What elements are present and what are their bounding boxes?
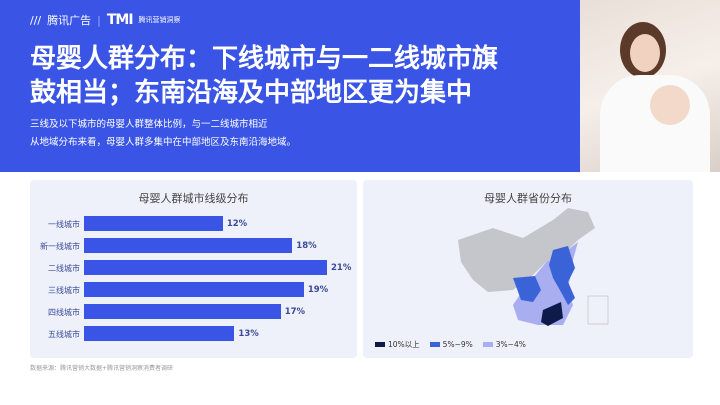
- title-line: 鼓相当；东南沿海及中部地区更为集中: [30, 78, 473, 108]
- legend-swatch: [482, 342, 493, 347]
- legend-swatch: [429, 342, 440, 347]
- category-label: 五线城市: [48, 330, 80, 339]
- logo-tmi-sub: 腾讯营销洞察: [138, 16, 181, 24]
- data-source: 数据来源：腾讯营销大数据+腾讯营销洞察消费者调研: [30, 365, 174, 372]
- desc-line: 三线及以下城市的母婴人群整体比例，与一二线城市相近: [30, 119, 268, 130]
- china-map: [458, 208, 609, 326]
- value-label: 13%: [238, 329, 259, 339]
- title-line: 母婴人群分布：下线城市与一二线城市旗: [30, 44, 499, 74]
- map-legend: 10%以上 5%~9% 3%~4%: [375, 339, 526, 350]
- description: 三线及以下城市的母婴人群整体比例，与一二线城市相近 从地域分布来看，母婴人群多集…: [30, 116, 296, 152]
- bar: [84, 304, 281, 319]
- bar: [84, 282, 304, 297]
- legend-item: 10%以上: [375, 339, 420, 350]
- page-title: 母婴人群分布：下线城市与一二线城市旗 鼓相当；东南沿海及中部地区更为集中: [30, 42, 590, 110]
- category-label: 四线城市: [48, 308, 80, 317]
- value-label: 19%: [307, 285, 329, 295]
- legend-item: 5%~9%: [429, 340, 473, 349]
- value-label: 17%: [284, 307, 306, 317]
- bar: [84, 326, 235, 341]
- value-label: 18%: [296, 241, 317, 251]
- legend-label: 3%~4%: [495, 340, 526, 349]
- city-tier-chart: 母婴人群城市线级分布 一线城市 12% 新一线城市 18% 二线城市 21% 三线城市…: [30, 180, 357, 358]
- map-region-high: [541, 302, 563, 326]
- chart-title: 母婴人群城市线级分布: [138, 192, 249, 205]
- category-label: 三线城市: [48, 286, 80, 295]
- map-title: 母婴人群省份分布: [484, 192, 572, 205]
- legend-swatch: [375, 342, 385, 347]
- mother-baby-photo: [580, 0, 720, 172]
- logo-brand: 腾讯广告: [47, 14, 92, 27]
- map-region-mid: [513, 276, 541, 302]
- value-label: 21%: [331, 263, 352, 273]
- bar: [84, 216, 223, 231]
- legend-label: 5%~9%: [442, 340, 473, 349]
- legend-label: 10%以上: [388, 340, 420, 349]
- bar: [84, 260, 327, 275]
- province-map-chart: 母婴人群省份分布 10%以上 5%~9% 3%~4%: [363, 180, 693, 358]
- category-label: 二线城市: [48, 264, 80, 273]
- category-label: 一线城市: [48, 220, 80, 229]
- map-region-mid: [549, 246, 575, 305]
- bar: [84, 238, 293, 253]
- logo-divider: |: [97, 13, 101, 27]
- map-region-low: [513, 242, 578, 325]
- legend-item: 3%~4%: [482, 340, 526, 349]
- south-china-sea-inset: [587, 295, 609, 325]
- logo-tmi: TMI: [106, 12, 134, 28]
- category-label: 新一线城市: [40, 242, 80, 251]
- tencent-ads-icon: ///: [30, 13, 42, 27]
- header-banner: /// 腾讯广告 | TMI 腾讯营销洞察 母婴人群分布：下线城市与一二线城市旗…: [0, 0, 720, 172]
- desc-line: 从地域分布来看，母婴人群多集中在中部地区及东南沿海地域。: [30, 137, 297, 148]
- map-region-other: [458, 208, 595, 292]
- value-label: 12%: [226, 219, 248, 229]
- logo: /// 腾讯广告 | TMI 腾讯营销洞察: [30, 12, 181, 28]
